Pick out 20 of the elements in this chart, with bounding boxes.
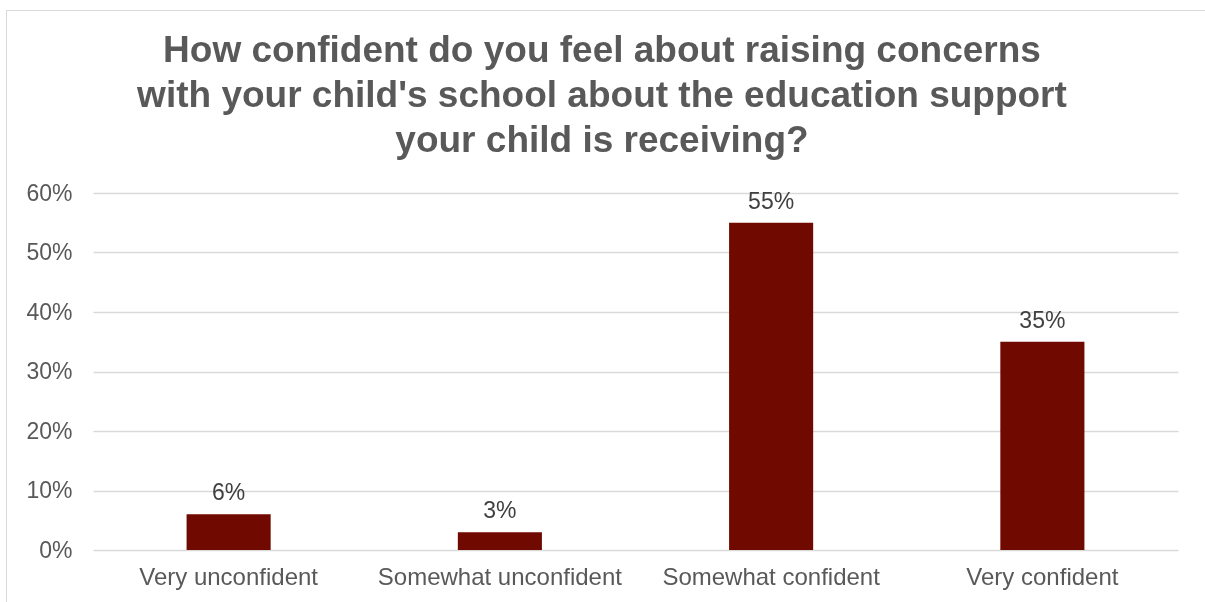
bar	[1000, 341, 1085, 550]
x-tick-label: Very unconfident	[139, 562, 319, 590]
data-label: 35%	[1019, 306, 1066, 333]
y-tick-label: 60%	[26, 179, 73, 206]
x-tick-label: Somewhat unconfident	[377, 562, 623, 590]
chart-title: How confident do you feel about raising concerns with your child's school about the education support your child is receiving?	[136, 29, 1067, 160]
y-tick-label: 40%	[26, 298, 73, 325]
data-label: 6%	[212, 479, 246, 506]
y-tick-label: 0%	[39, 536, 73, 563]
bar	[729, 222, 814, 550]
x-tick-label: Somewhat confident	[662, 562, 881, 590]
y-tick-label: 20%	[26, 417, 73, 444]
y-tick-label: 10%	[26, 477, 73, 503]
data-label: 55%	[748, 187, 795, 214]
bar	[186, 514, 271, 550]
data-label: 3%	[483, 497, 517, 524]
x-tick-label: Very confident	[966, 562, 1119, 590]
bar	[457, 532, 542, 550]
y-tick-label: 50%	[26, 239, 73, 265]
y-tick-label: 30%	[26, 358, 73, 384]
